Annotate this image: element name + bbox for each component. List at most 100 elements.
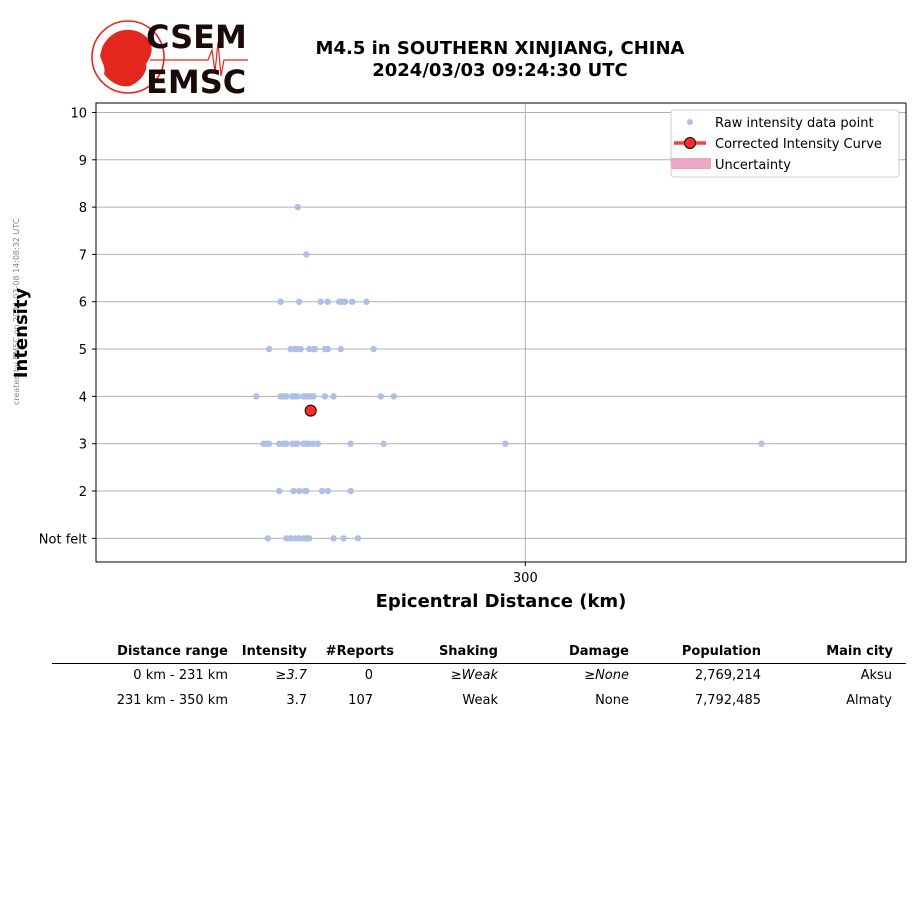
raw-intensity-point [330, 393, 337, 400]
y-tick-label: 10 [70, 106, 87, 121]
cell-population: 2,769,214 [694, 668, 761, 683]
y-tick-label: 3 [79, 438, 87, 453]
raw-intensity-point [303, 251, 310, 258]
chart-title-line2: 2024/03/03 09:24:30 UTC [372, 60, 628, 81]
logo-emsc-text: EMSC [146, 63, 246, 98]
raw-intensity-point [294, 393, 301, 400]
header-reports: #Reports [325, 644, 394, 659]
legend-corrected-marker [684, 137, 696, 149]
intensity-table: Distance range Intensity #Reports Shakin… [52, 640, 906, 714]
y-tick-label: 6 [79, 296, 87, 311]
header-damage: Damage [568, 644, 629, 659]
raw-intensity-point [290, 487, 297, 495]
y-tick-label: 7 [79, 248, 87, 263]
logo-map-icon [100, 29, 152, 87]
x-tick-label: 300 [513, 571, 538, 586]
x-axis-label: Epicentral Distance (km) [376, 591, 627, 612]
raw-points-layer [253, 203, 765, 542]
raw-intensity-point [306, 535, 313, 542]
raw-intensity-point [253, 393, 260, 400]
raw-intensity-point [363, 298, 370, 305]
raw-intensity-point [294, 203, 301, 211]
raw-intensity-point [275, 487, 283, 495]
raw-intensity-point [296, 487, 303, 495]
corrected-intensity-point [304, 404, 317, 417]
cell-intensity: ≥3.7 [275, 668, 307, 683]
cell-shaking: Weak [462, 693, 498, 708]
cell-distance: 231 km - 350 km [116, 693, 228, 708]
raw-intensity-point [377, 393, 384, 400]
logo-seismogram-icon [150, 41, 248, 77]
raw-intensity-point [264, 535, 271, 542]
cell-shaking: ≥Weak [450, 668, 498, 683]
table-header: Distance range Intensity #Reports Shakin… [52, 640, 906, 664]
y-tick-label: Not felt [39, 532, 87, 547]
cell-distance: 0 km - 231 km [133, 668, 228, 683]
raw-intensity-point [277, 298, 284, 305]
raw-intensity-point [311, 345, 319, 353]
raw-intensity-point [337, 345, 344, 353]
raw-intensity-point [265, 440, 273, 447]
raw-intensity-point [340, 535, 347, 542]
header-distance: Distance range [117, 644, 228, 659]
raw-intensity-point [324, 298, 332, 305]
cell-reports: 107 [348, 693, 373, 708]
header-population: Population [681, 644, 761, 659]
y-tick-label: 4 [79, 390, 87, 405]
logo-csem-text: CSEM [146, 18, 247, 56]
cell-reports: 0 [364, 668, 373, 683]
raw-intensity-point [324, 345, 332, 353]
raw-intensity-point [318, 487, 326, 495]
y-tick-label: 8 [79, 201, 87, 216]
cell-damage: ≥None [584, 668, 629, 683]
legend-uncertainty-label: Uncertainty [715, 158, 791, 173]
raw-intensity-point [297, 345, 304, 353]
raw-intensity-point [370, 345, 377, 353]
raw-intensity-point [317, 298, 324, 305]
legend-corrected-label: Corrected Intensity Curve [715, 137, 882, 152]
raw-intensity-point [296, 298, 303, 305]
raw-intensity-point [330, 535, 337, 542]
raw-intensity-point [314, 440, 322, 447]
raw-intensity-point [303, 487, 310, 495]
raw-intensity-point [321, 393, 329, 400]
y-axis-label: Intensity [11, 288, 32, 379]
legend-raw-label: Raw intensity data point [715, 116, 874, 131]
raw-intensity-point [390, 393, 397, 400]
y-tick-label: 5 [79, 343, 87, 358]
logo-globe-icon [91, 20, 165, 94]
cell-population: 7,792,485 [694, 693, 761, 708]
cell-city: Almaty [846, 693, 892, 708]
raw-intensity-point [324, 487, 332, 495]
legend-uncertainty-swatch [671, 158, 711, 169]
header-intensity: Intensity [241, 644, 307, 659]
header-shaking: Shaking [438, 644, 498, 659]
axis-ticks: Not felt 2 3 4 5 6 7 8 9 10 300 [39, 106, 538, 586]
raw-intensity-point [347, 487, 354, 495]
raw-intensity-point [283, 393, 290, 400]
table-row: 0 km - 231 km ≥3.7 0 ≥Weak ≥None 2,769,2… [52, 664, 906, 689]
raw-intensity-point [310, 393, 317, 400]
raw-intensity-point [347, 440, 354, 447]
plot-frame [95, 102, 907, 563]
intensity-distance-chart: Not felt 2 3 4 5 6 7 8 9 10 300 Epicentral Distanc… [11, 102, 907, 612]
header-city: Main city [826, 644, 893, 659]
emsc-logo: CSEM EMSC [91, 18, 248, 98]
raw-intensity-point [265, 345, 273, 353]
table-row: 231 km - 350 km 3.7 107 Weak None 7,792,… [52, 689, 906, 714]
y-tick-label: 2 [79, 485, 87, 500]
cell-intensity: 3.7 [286, 693, 307, 708]
chart-title-line1: M4.5 in SOUTHERN XINJIANG, CHINA [315, 38, 685, 59]
legend-raw-marker [687, 119, 693, 125]
raw-intensity-point [294, 440, 301, 447]
raw-intensity-point [380, 440, 387, 447]
raw-intensity-point [758, 440, 765, 447]
cell-city: Aksu [860, 668, 892, 683]
raw-intensity-point [348, 298, 356, 305]
y-tick-label: 9 [79, 154, 87, 169]
raw-intensity-point [283, 440, 290, 447]
legend-box [670, 109, 900, 178]
chart-title: M4.5 in SOUTHERN XINJIANG, CHINA 2024/03… [260, 38, 740, 82]
raw-intensity-point [502, 440, 509, 447]
cell-damage: None [595, 693, 629, 708]
